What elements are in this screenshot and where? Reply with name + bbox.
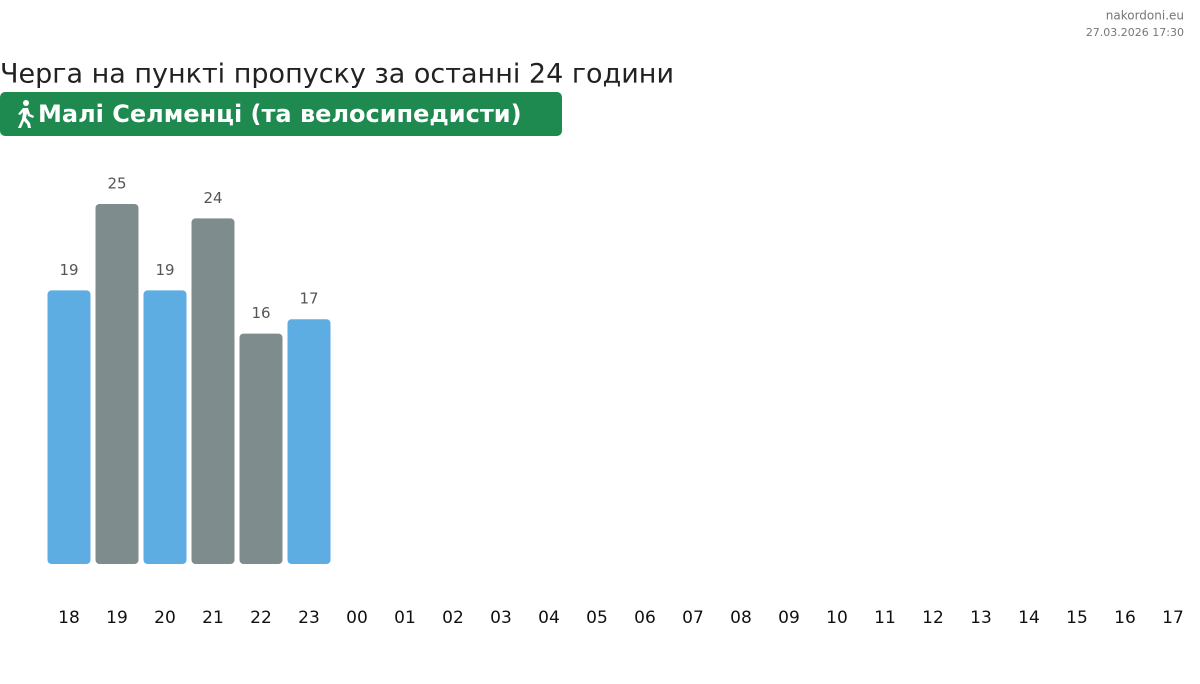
x-tick-label: 20 bbox=[154, 608, 176, 628]
x-tick-label: 16 bbox=[1114, 608, 1136, 628]
x-tick-label: 07 bbox=[682, 608, 704, 628]
bar bbox=[239, 333, 283, 564]
walk-icon bbox=[18, 100, 34, 128]
x-tick-label: 18 bbox=[58, 608, 80, 628]
x-tick-label: 17 bbox=[1162, 608, 1184, 628]
x-tick-label: 03 bbox=[490, 608, 512, 628]
x-tick-label: 04 bbox=[538, 608, 560, 628]
value-label: 24 bbox=[203, 189, 222, 207]
value-label: 25 bbox=[107, 175, 126, 193]
bar bbox=[143, 290, 187, 564]
chart-title: Черга на пункті пропуску за останні 24 г… bbox=[0, 59, 674, 90]
x-tick-label: 02 bbox=[442, 608, 464, 628]
x-tick-label: 10 bbox=[826, 608, 848, 628]
site: nakordoni.eu bbox=[1106, 9, 1184, 23]
timestamp: 27.03.2026 17:30 bbox=[1086, 26, 1184, 39]
bar bbox=[191, 218, 235, 564]
x-tick-label: 13 bbox=[970, 608, 992, 628]
badge-text: Малі Селменці (та велосипедисти) bbox=[38, 100, 522, 128]
x-tick-label: 08 bbox=[730, 608, 752, 628]
x-tick-label: 09 bbox=[778, 608, 800, 628]
bar bbox=[95, 204, 139, 564]
x-tick-label: 06 bbox=[634, 608, 656, 628]
value-label: 16 bbox=[251, 304, 270, 322]
x-tick-label: 12 bbox=[922, 608, 944, 628]
x-tick-label: 05 bbox=[586, 608, 608, 628]
value-label: 19 bbox=[59, 261, 78, 279]
x-tick-label: 00 bbox=[346, 608, 368, 628]
x-tick-label: 14 bbox=[1018, 608, 1040, 628]
x-tick-label: 15 bbox=[1066, 608, 1088, 628]
x-tick-label: 22 bbox=[250, 608, 272, 628]
bar bbox=[287, 319, 331, 564]
value-label: 17 bbox=[299, 290, 318, 308]
bar bbox=[47, 290, 91, 564]
x-tick-label: 23 bbox=[298, 608, 320, 628]
x-tick-label: 11 bbox=[874, 608, 896, 628]
x-tick-label: 21 bbox=[202, 608, 224, 628]
badge bbox=[0, 92, 562, 136]
value-label: 19 bbox=[155, 261, 174, 279]
x-tick-label: 01 bbox=[394, 608, 416, 628]
x-tick-label: 19 bbox=[106, 608, 128, 628]
